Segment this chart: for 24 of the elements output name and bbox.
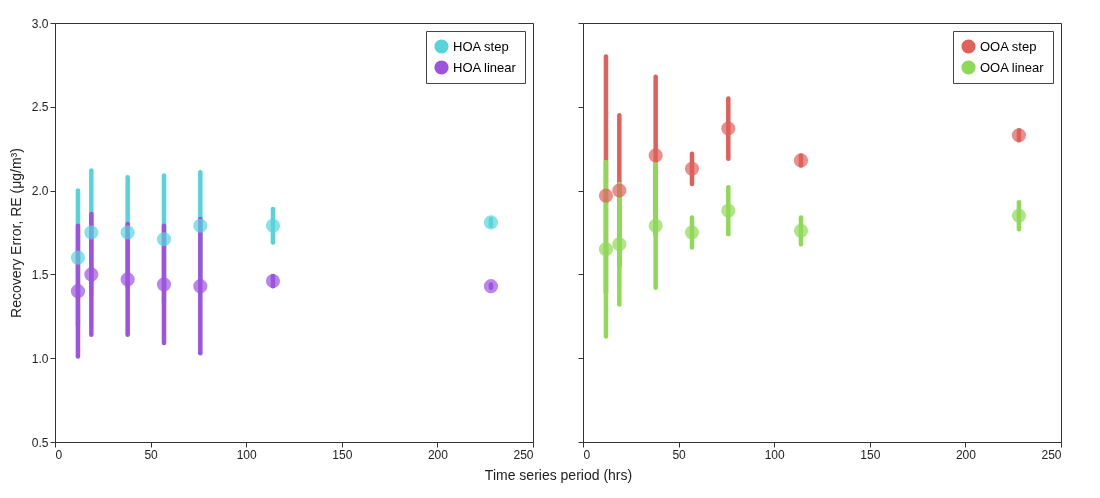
x-tick-label: 250 <box>1041 447 1062 462</box>
y-axis-title: Recovery Error, RE (μg/m³) <box>7 148 24 318</box>
x-tick-label: 150 <box>332 447 353 462</box>
x-tick-label: 150 <box>860 447 881 462</box>
x-tick-label: 0 <box>583 447 591 462</box>
y-tick-label: 2.0 <box>31 184 49 199</box>
x-tick-label: 100 <box>236 447 258 462</box>
legend-label: OOA step <box>980 38 1037 54</box>
y-tick-label: 2.5 <box>31 100 49 115</box>
x-tick-label: 50 <box>144 447 159 462</box>
x-axis-title: Time series period (hrs) <box>484 466 633 483</box>
legend-label: HOA step <box>453 38 509 54</box>
x-tick-label: 200 <box>427 447 449 462</box>
y-tick-label: 1.0 <box>31 351 49 366</box>
y-tick-label: 1.5 <box>31 267 49 282</box>
y-tick-label: 3.0 <box>31 16 49 31</box>
legend-label: HOA linear <box>453 59 517 75</box>
legend-label: OOA linear <box>980 59 1045 75</box>
x-tick-label: 250 <box>513 447 534 462</box>
x-tick-label: 100 <box>764 447 786 462</box>
y-tick-label: 0.5 <box>31 435 49 450</box>
x-tick-label: 50 <box>672 447 687 462</box>
x-tick-label: 0 <box>55 447 63 462</box>
x-tick-label: 200 <box>955 447 977 462</box>
